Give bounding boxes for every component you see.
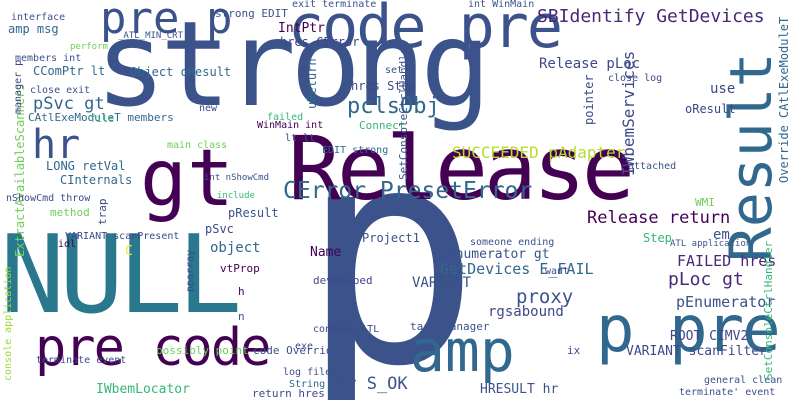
word: attached — [628, 162, 676, 172]
word: terminate' event — [679, 388, 775, 398]
word: rgsabound — [488, 305, 564, 319]
word: vtProp — [220, 263, 260, 274]
word: exit terminate — [292, 0, 376, 10]
word: someone ending — [470, 238, 554, 248]
word: IWbemLocator — [96, 383, 190, 396]
word: SetConsoleCtrlHandler — [398, 41, 409, 180]
word: Name — [310, 246, 341, 259]
word: include — [217, 192, 255, 201]
word: idl — [58, 240, 76, 250]
word: close exit — [30, 86, 90, 96]
word: C — [125, 245, 133, 258]
word: strong EDIT — [215, 8, 288, 19]
word: members int — [15, 54, 81, 64]
word: CInternals — [60, 174, 132, 186]
word: _ATL_MIN_CRT — [118, 32, 183, 41]
word: VARIANT scanFilter — [626, 345, 767, 358]
word: pointer — [583, 74, 595, 125]
word: object — [210, 241, 261, 255]
word: uReturn — [306, 58, 318, 109]
word: pclsObj — [347, 96, 440, 118]
word: int nShowCmd — [204, 174, 269, 183]
word: IntPtr — [278, 22, 325, 35]
word: console ATL — [313, 325, 379, 335]
word: VARIANT scanPresent — [65, 232, 179, 242]
word: SBIdentify GetDevices — [537, 8, 765, 26]
word: oResult — [685, 103, 736, 115]
word: pLoc gt — [668, 271, 744, 289]
word: Object oResult — [130, 66, 231, 78]
word: hres CError — [280, 36, 359, 48]
word: console application — [4, 267, 14, 381]
word: ATL application — [670, 240, 751, 249]
word: pEnumerator — [676, 295, 775, 310]
word: developed — [313, 275, 373, 286]
word: hr S_OK — [336, 376, 408, 393]
word: perform — [70, 43, 108, 52]
word: main class — [167, 141, 227, 151]
word: task manager — [410, 321, 489, 332]
word: pResult — [228, 207, 279, 219]
word: log files — [283, 368, 337, 378]
word: pEnumerator gt — [440, 248, 550, 261]
word: Override CAtlExeModuleT — [778, 17, 790, 183]
word: ROOT CIMV2 — [670, 330, 748, 343]
word: manager p — [14, 60, 24, 114]
word: use — [710, 82, 735, 96]
word: pparray — [186, 250, 196, 292]
word: LONG retVal — [46, 160, 125, 172]
word: WMI — [695, 197, 715, 208]
word: HRESULT hr — [480, 383, 558, 396]
word: trap — [97, 199, 108, 226]
word: int WinMain — [468, 0, 534, 10]
word: EDIT strong — [322, 146, 388, 156]
word: file — [90, 115, 114, 125]
word: lt lt — [285, 134, 315, 144]
word: method — [50, 207, 90, 218]
word: amp msg — [8, 23, 59, 35]
word: exe — [295, 342, 313, 352]
word: n — [238, 311, 245, 322]
word: SetConsoleCtrlHandler — [763, 241, 774, 380]
word: failed — [267, 113, 303, 123]
word: h — [238, 286, 245, 297]
word: CComPtr lt — [33, 65, 105, 77]
word: Project1 — [362, 232, 420, 244]
word: want — [545, 267, 569, 277]
word: interface — [11, 13, 65, 23]
word: possibly point — [156, 345, 249, 356]
word: VARIANT — [412, 276, 471, 290]
word: close log — [608, 74, 662, 84]
word: Release return — [587, 210, 730, 227]
word: String — [289, 380, 325, 390]
word: CError PresetError — [283, 180, 532, 203]
word: ix — [567, 345, 580, 356]
word: Step — [643, 232, 672, 244]
word: terminate event — [36, 356, 126, 366]
word: new — [199, 104, 217, 114]
word: pSvc — [205, 223, 234, 235]
word: nShowCmd throw — [6, 194, 90, 204]
word: SUCCEEDED pAdapter — [452, 145, 625, 161]
